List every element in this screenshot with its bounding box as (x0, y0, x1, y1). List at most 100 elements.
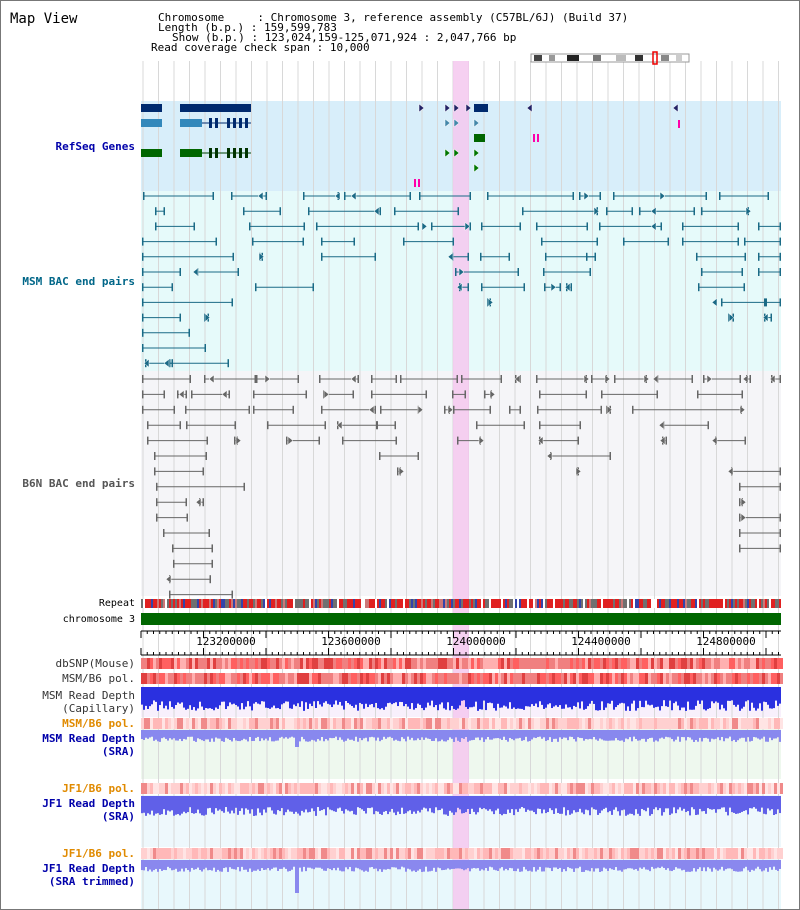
heat-cell (468, 848, 471, 859)
depth-bar (433, 730, 435, 741)
heat-cell (357, 783, 360, 794)
depth-bar (775, 687, 777, 701)
heat-cell (609, 783, 612, 794)
heat-cell (273, 718, 276, 729)
depth-bar (681, 687, 683, 708)
depth-bar (169, 730, 171, 739)
depth-bar (385, 796, 387, 811)
depth-bar (701, 730, 703, 742)
heat-cell (513, 673, 516, 684)
depth-bar (685, 860, 687, 872)
heat-cell (594, 718, 597, 729)
depth-bar (365, 860, 367, 871)
depth-bar (369, 687, 371, 705)
heat-cell (267, 658, 270, 669)
repeat-element (341, 599, 343, 608)
heat-cell (192, 673, 195, 684)
depth-bar (479, 730, 481, 741)
depth-bar (765, 687, 767, 703)
depth-bar (399, 860, 401, 870)
heat-cell (717, 783, 720, 794)
depth-bar (697, 860, 699, 870)
clone-arrow (643, 374, 650, 384)
depth-bar (389, 687, 391, 703)
depth-bar (465, 796, 467, 813)
heat-cell (321, 783, 324, 794)
depth-bar (453, 860, 455, 869)
depth-bar (205, 796, 207, 815)
heat-cell (279, 673, 282, 684)
depth-bar (197, 796, 199, 810)
depth-bar (553, 860, 555, 868)
clone-end (297, 375, 299, 383)
depth-bar (379, 860, 381, 870)
heat-cell (543, 718, 546, 729)
depth-bar (675, 860, 677, 868)
heat-cell (444, 718, 447, 729)
depth-bar (751, 860, 753, 870)
depth-bar (767, 687, 769, 705)
depth-bar (779, 796, 781, 814)
heat-cell (498, 673, 501, 684)
heat-cell (555, 673, 558, 684)
heat-cell (297, 783, 300, 794)
heat-cell (588, 673, 591, 684)
depth-bar (435, 860, 437, 872)
heat-cell (594, 658, 597, 669)
highlight-region[interactable] (453, 61, 469, 909)
depth-bar (387, 796, 389, 815)
depth-bar (645, 796, 647, 812)
repeat-element (767, 599, 769, 608)
refseq-genes-track[interactable] (141, 103, 680, 187)
repeat-element (761, 599, 763, 608)
msm-bac-track[interactable] (142, 191, 781, 368)
depth-bar (411, 687, 413, 704)
clone-end (208, 529, 210, 537)
clone-end (739, 498, 741, 507)
heat-cell (375, 658, 378, 669)
repeat-element (427, 599, 429, 608)
clone-end (191, 390, 193, 399)
heat-cell (552, 658, 555, 669)
heat-cell (612, 783, 615, 794)
repeat-element (683, 599, 685, 608)
depth-bar (603, 860, 605, 868)
clone-end (172, 544, 174, 553)
heat-cell (690, 673, 693, 684)
depth-bar (229, 687, 231, 703)
depth-bar (363, 730, 365, 739)
heat-cell (399, 848, 402, 859)
repeat-element (227, 599, 229, 608)
depth-bar (491, 796, 493, 812)
depth-bar (333, 687, 335, 705)
depth-bar (467, 796, 469, 810)
heat-cell (573, 658, 576, 669)
depth-bar (157, 730, 159, 742)
b6n-bac-track[interactable] (142, 374, 781, 599)
heat-cell (408, 718, 411, 729)
depth-bar (231, 796, 233, 811)
depth-bar (431, 687, 433, 701)
heat-cell (600, 658, 603, 669)
depth-bar (643, 687, 645, 708)
depth-bar (333, 860, 335, 869)
depth-bar (453, 796, 455, 815)
depth-bar (763, 687, 765, 702)
depth-bar (723, 860, 725, 871)
depth-bar (161, 796, 163, 815)
heat-cell (270, 718, 273, 729)
depth-bar (471, 687, 473, 708)
heat-cell (186, 718, 189, 729)
depth-bar (407, 730, 409, 737)
repeat-element (223, 599, 225, 608)
label-msm-depth-cap-2: (Capillary) (62, 702, 135, 715)
clone-end (267, 421, 269, 430)
heat-cell (426, 783, 429, 794)
chromosome-ideogram[interactable] (530, 51, 690, 65)
depth-bar (455, 687, 457, 710)
heat-cell (648, 658, 651, 669)
clone-end (253, 390, 255, 399)
heat-cell (369, 783, 372, 794)
depth-bar (349, 796, 351, 812)
